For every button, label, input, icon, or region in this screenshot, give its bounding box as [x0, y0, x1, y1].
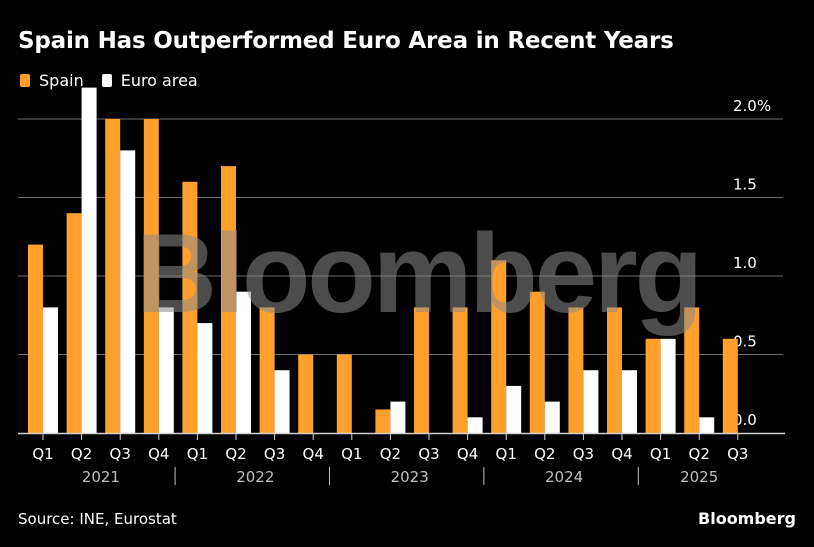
bar-spain [529, 291, 545, 433]
x-tick-label: Q2 [225, 445, 246, 463]
legend-item-euro-area: Euro area [101, 71, 198, 90]
watermark: Bloomberg [136, 211, 700, 336]
bar-spain [143, 119, 159, 433]
x-tick-label: Q1 [341, 445, 362, 463]
y-tick-label: 1.5 [733, 176, 757, 194]
bar-euro-area [197, 323, 213, 433]
year-label: 2022 [236, 468, 274, 486]
bar-euro-area [544, 401, 560, 433]
x-tick-label: Q4 [611, 445, 632, 463]
bar-spain [182, 181, 198, 433]
bar-euro-area [274, 370, 290, 433]
bar-euro-area [622, 370, 637, 433]
legend: Spain Euro area [20, 71, 216, 90]
x-tick-label: Q3 [264, 445, 285, 463]
y-tick-label: 1.0 [733, 254, 757, 272]
brand-logo: Bloomberg [698, 509, 796, 528]
x-tick-label: Q4 [148, 445, 169, 463]
bar-euro-area [158, 307, 174, 433]
x-tick-label: Q2 [534, 445, 555, 463]
year-label: 2021 [82, 468, 120, 486]
bar-euro-area [467, 417, 483, 433]
y-tick-label: 2.0% [733, 97, 771, 115]
bar-spain [259, 307, 275, 433]
legend-label-spain: Spain [39, 71, 84, 90]
source-note: Source: INE, Eurostat [18, 510, 177, 528]
bar-spain [414, 307, 429, 433]
bars [28, 87, 738, 433]
bar-spain [684, 307, 700, 433]
x-tick-label: Q4 [303, 445, 324, 463]
legend-swatch-spain [20, 74, 30, 87]
bar-euro-area [390, 401, 406, 433]
year-label: 2024 [545, 468, 583, 486]
bar-euro-area [699, 417, 715, 433]
bar-spain [298, 354, 314, 433]
year-label: 2025 [680, 468, 718, 486]
y-axis-labels: 0.0 0.5 1.0 1.5 2.0% [733, 97, 771, 429]
bar-euro-area [81, 87, 97, 433]
bar-euro-area [236, 291, 251, 433]
y-tick-label: 0.5 [733, 333, 757, 351]
bar-spain [336, 354, 352, 433]
y-tick-label: 0.0 [733, 411, 757, 429]
x-axis: Q1 Q2 Q3 Q4 Q1 Q2 Q3 Q4 Q1 Q2 Q3 Q4 Q1 Q2 Q3 Q4 Q1 Q2 Q3 20… [18, 432, 785, 486]
x-tick-label: Q3 [418, 445, 439, 463]
bar-spain [221, 166, 236, 433]
bar-spain [607, 307, 622, 433]
legend-item-spain: Spain [20, 71, 84, 90]
bar-spain [375, 409, 391, 433]
x-tick-label: Q1 [32, 445, 53, 463]
x-tick-label: Q1 [650, 445, 671, 463]
bar-spain [722, 338, 738, 433]
bar-spain [105, 119, 121, 433]
chart-title: Spain Has Outperformed Euro Area in Rece… [18, 28, 674, 54]
x-tick-label: Q4 [457, 445, 478, 463]
x-tick-label: Q1 [187, 445, 208, 463]
bar-spain [28, 244, 43, 433]
bar-spain [645, 338, 661, 433]
bar-euro-area [43, 307, 58, 433]
bar-spain [66, 213, 82, 433]
x-tick-label: Q2 [71, 445, 92, 463]
legend-swatch-euro-area [101, 74, 112, 87]
bar-spain [491, 260, 507, 433]
x-tick-label: Q3 [727, 445, 748, 463]
x-tick-label: Q1 [496, 445, 517, 463]
bar-euro-area [506, 385, 522, 433]
bar-euro-area [583, 370, 599, 433]
year-label: 2023 [391, 468, 429, 486]
bar-euro-area [660, 338, 676, 433]
legend-label-euro-area: Euro area [120, 71, 198, 90]
x-tick-label: Q2 [380, 445, 401, 463]
bar-euro-area [120, 150, 136, 433]
bar-spain [452, 307, 468, 433]
x-tick-label: Q3 [573, 445, 594, 463]
x-tick-label: Q2 [689, 445, 710, 463]
x-tick-label: Q3 [110, 445, 131, 463]
bar-spain [568, 307, 584, 433]
